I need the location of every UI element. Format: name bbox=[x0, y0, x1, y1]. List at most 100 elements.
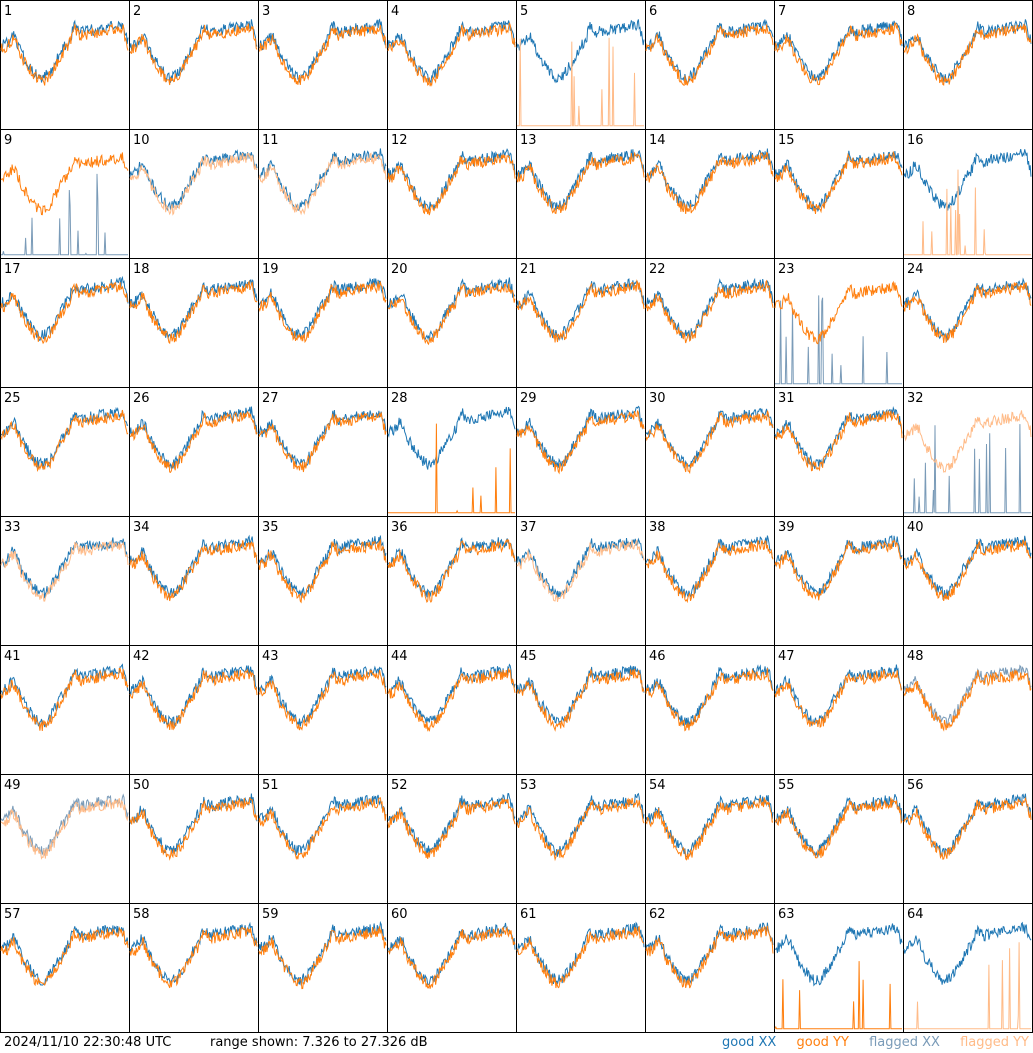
panel-42: 42 bbox=[129, 645, 259, 775]
panel-33: 33 bbox=[0, 516, 130, 646]
panel-60: 60 bbox=[387, 903, 517, 1033]
trace-yy bbox=[387, 926, 516, 989]
panel-22: 22 bbox=[645, 258, 775, 388]
panel-27: 27 bbox=[258, 387, 388, 517]
trace-yy bbox=[0, 798, 129, 860]
trace-yy bbox=[387, 668, 516, 732]
trace-xx bbox=[387, 406, 516, 470]
panel-59: 59 bbox=[258, 903, 388, 1033]
trace-xx bbox=[0, 19, 129, 83]
trace-xx bbox=[258, 18, 387, 84]
panel-label: 11 bbox=[262, 133, 279, 148]
trace-xx bbox=[0, 275, 129, 342]
panel-label: 56 bbox=[907, 778, 924, 793]
panel-border bbox=[516, 645, 646, 775]
panel-border bbox=[645, 516, 775, 646]
panel-border bbox=[645, 645, 775, 775]
panel-border bbox=[645, 129, 775, 259]
trace-xx bbox=[1, 173, 128, 256]
trace-yy bbox=[774, 150, 903, 214]
panel-54: 54 bbox=[645, 774, 775, 904]
panel-26: 26 bbox=[129, 387, 259, 517]
panel-label: 16 bbox=[907, 133, 924, 148]
panel-14: 14 bbox=[645, 129, 775, 259]
trace-yy bbox=[516, 797, 645, 862]
panel-37: 37 bbox=[516, 516, 646, 646]
trace-yy bbox=[387, 22, 516, 87]
panel-border bbox=[903, 258, 1033, 388]
panel-label: 45 bbox=[520, 649, 537, 664]
trace-xx bbox=[774, 20, 903, 82]
trace-xx bbox=[774, 150, 903, 213]
panel-label: 19 bbox=[262, 262, 279, 277]
trace-yy bbox=[0, 926, 129, 987]
panel-24: 24 bbox=[903, 258, 1033, 388]
panel-label: 37 bbox=[520, 520, 537, 535]
panel-label: 41 bbox=[4, 649, 21, 664]
trace-yy bbox=[387, 798, 516, 859]
panel-label: 50 bbox=[133, 778, 150, 793]
trace-xx bbox=[774, 923, 903, 987]
panel-label: 59 bbox=[262, 907, 279, 922]
trace-yy bbox=[903, 539, 1032, 602]
panel-49: 49 bbox=[0, 774, 130, 904]
panel-label: 14 bbox=[649, 133, 666, 148]
panel-label: 13 bbox=[520, 133, 537, 148]
panel-label: 4 bbox=[391, 4, 399, 19]
panel-border bbox=[774, 645, 904, 775]
trace-yy bbox=[903, 669, 1032, 732]
panel-16: 16 bbox=[903, 129, 1033, 259]
trace-yy bbox=[645, 668, 774, 732]
panel-border bbox=[387, 258, 517, 388]
panel-border bbox=[258, 387, 388, 517]
trace-yy bbox=[774, 22, 903, 86]
panel-28: 28 bbox=[387, 387, 517, 517]
trace-xx bbox=[645, 18, 774, 83]
panel-58: 58 bbox=[129, 903, 259, 1033]
panel-8: 8 bbox=[903, 0, 1033, 130]
trace-xx bbox=[258, 665, 387, 727]
trace-yy bbox=[904, 169, 1031, 256]
panel-label: 32 bbox=[907, 391, 924, 406]
trace-yy bbox=[516, 279, 645, 343]
trace-yy bbox=[258, 412, 387, 473]
trace-yy bbox=[516, 925, 645, 989]
panel-label: 26 bbox=[133, 391, 150, 406]
panel-border bbox=[258, 645, 388, 775]
panel-3: 3 bbox=[258, 0, 388, 130]
panel-border bbox=[903, 774, 1033, 904]
panel-label: 30 bbox=[649, 391, 666, 406]
panel-label: 15 bbox=[778, 133, 795, 148]
trace-yy bbox=[0, 409, 129, 472]
panel-border bbox=[0, 0, 130, 130]
panel-35: 35 bbox=[258, 516, 388, 646]
panel-border bbox=[258, 0, 388, 130]
legend-flagged-xx: flagged XX bbox=[869, 1035, 940, 1050]
panel-border bbox=[258, 774, 388, 904]
range-shown: range shown: 7.326 to 27.326 dB bbox=[210, 1035, 428, 1050]
panel-34: 34 bbox=[129, 516, 259, 646]
trace-yy bbox=[516, 539, 645, 602]
panel-5: 5 bbox=[516, 0, 646, 130]
trace-yy bbox=[129, 280, 258, 345]
panel-border bbox=[516, 258, 646, 388]
timestamp: 2024/11/10 22:30:48 UTC bbox=[4, 1035, 172, 1050]
panel-10: 10 bbox=[129, 129, 259, 259]
panel-label: 9 bbox=[4, 133, 12, 148]
panel-label: 51 bbox=[262, 778, 279, 793]
panel-label: 23 bbox=[778, 262, 795, 277]
panel-56: 56 bbox=[903, 774, 1033, 904]
panel-border bbox=[774, 774, 904, 904]
trace-xx bbox=[516, 278, 645, 342]
panel-label: 33 bbox=[4, 520, 21, 535]
panel-label: 61 bbox=[520, 907, 537, 922]
panel-label: 24 bbox=[907, 262, 924, 277]
trace-yy bbox=[258, 280, 387, 344]
panel-2: 2 bbox=[129, 0, 259, 130]
panel-border bbox=[0, 903, 130, 1033]
panel-15: 15 bbox=[774, 129, 904, 259]
panel-label: 47 bbox=[778, 649, 795, 664]
trace-xx bbox=[775, 295, 902, 385]
panel-border bbox=[0, 129, 130, 259]
legend: good XX good YY flagged XX flagged YY bbox=[706, 1034, 1029, 1052]
